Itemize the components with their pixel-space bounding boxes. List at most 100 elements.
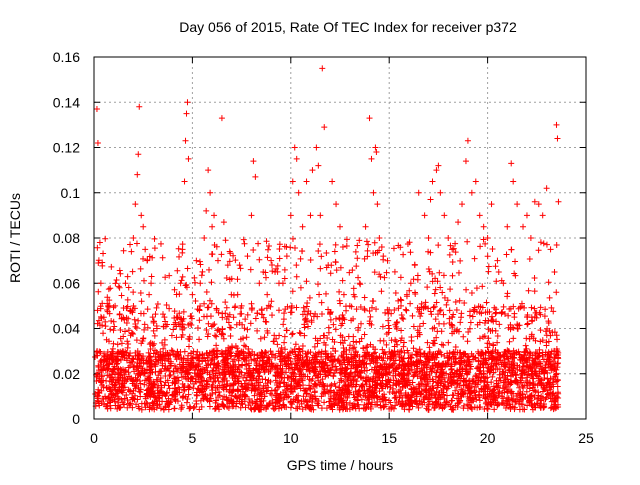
data-point <box>547 246 554 253</box>
background-data-point <box>464 393 471 400</box>
background-data-point <box>219 364 226 371</box>
data-point <box>209 223 216 230</box>
data-point <box>337 223 343 230</box>
background-data-point <box>378 288 385 295</box>
background-data-point <box>525 354 532 361</box>
background-data-point <box>428 390 435 397</box>
background-data-point <box>456 360 463 367</box>
background-data-point <box>293 393 300 400</box>
background-data-point <box>430 385 437 392</box>
background-data-point <box>175 384 182 391</box>
background-data-point <box>434 278 441 285</box>
background-data-point <box>482 240 489 247</box>
background-data-point <box>206 397 213 404</box>
background-data-point <box>137 265 144 272</box>
background-data-point <box>507 353 514 360</box>
background-data-point <box>179 321 186 328</box>
background-data-point <box>450 392 457 399</box>
background-data-point <box>111 371 118 378</box>
data-point <box>183 110 190 117</box>
background-data-point <box>230 314 237 321</box>
background-data-point <box>372 357 379 364</box>
background-data-point <box>524 321 531 328</box>
background-data-point <box>432 286 439 293</box>
background-data-point <box>299 342 306 349</box>
background-data-point <box>507 404 514 411</box>
background-data-point <box>452 249 459 256</box>
background-data-point <box>522 342 529 349</box>
background-data-point <box>179 241 186 248</box>
background-data-point <box>195 385 202 392</box>
background-data-point <box>449 258 456 265</box>
background-data-point <box>338 392 345 399</box>
background-data-point <box>126 359 133 366</box>
data-point <box>295 189 302 196</box>
background-data-point <box>400 355 407 362</box>
background-data-point <box>209 390 216 397</box>
background-data-point <box>554 395 561 402</box>
background-data-point <box>317 265 324 272</box>
background-data-point <box>249 372 256 379</box>
background-data-point <box>409 403 416 410</box>
background-data-point <box>300 304 307 311</box>
background-data-point <box>100 330 107 337</box>
background-data-point <box>389 361 396 368</box>
background-data-point <box>121 371 128 378</box>
background-data-point <box>230 252 237 259</box>
background-data-point <box>278 357 285 364</box>
data-point <box>370 189 377 196</box>
background-data-point <box>314 337 321 344</box>
background-data-point <box>240 236 247 243</box>
background-data-point <box>255 240 262 247</box>
background-data-point <box>476 370 483 377</box>
background-data-point <box>375 374 382 381</box>
background-data-point <box>299 348 306 355</box>
background-data-point <box>263 238 270 245</box>
background-data-point <box>512 371 519 378</box>
data-point <box>268 257 275 264</box>
background-data-point <box>410 373 417 380</box>
background-data-point <box>112 280 119 287</box>
background-data-point <box>390 245 397 252</box>
x-tick-label: 25 <box>578 430 594 446</box>
background-data-point <box>430 304 437 311</box>
background-data-point <box>226 248 233 255</box>
background-data-point <box>256 395 263 402</box>
background-data-point <box>494 366 501 373</box>
background-data-point <box>245 360 252 367</box>
background-data-point <box>526 349 533 356</box>
background-data-point <box>262 349 269 356</box>
background-data-point <box>116 310 123 317</box>
background-data-point <box>355 327 362 334</box>
background-data-point <box>369 356 376 363</box>
background-data-point <box>475 377 482 384</box>
background-data-point <box>147 353 154 360</box>
background-data-point <box>215 378 222 385</box>
background-data-point <box>124 303 131 310</box>
background-data-point <box>393 325 400 332</box>
background-data-point <box>508 367 515 374</box>
background-data-point <box>179 381 186 388</box>
data-point <box>146 291 153 298</box>
background-data-point <box>146 253 153 260</box>
background-data-point <box>496 354 503 361</box>
background-data-point <box>342 370 349 377</box>
background-data-point <box>486 308 493 315</box>
background-data-point <box>431 359 438 366</box>
background-data-point <box>209 384 216 391</box>
background-data-point <box>398 312 405 319</box>
background-data-point <box>300 393 307 400</box>
background-data-point <box>415 404 422 411</box>
background-data-point <box>103 336 110 343</box>
background-data-point <box>303 390 310 397</box>
data-point <box>484 235 491 241</box>
background-data-point <box>254 327 261 334</box>
background-data-point <box>391 348 398 355</box>
background-data-point <box>499 308 506 315</box>
background-data-point <box>384 257 391 264</box>
background-data-point <box>312 364 319 371</box>
background-data-point <box>288 309 295 316</box>
background-data-point <box>442 378 449 385</box>
background-data-point <box>235 378 242 385</box>
y-tick-label: 0.1 <box>61 185 81 201</box>
